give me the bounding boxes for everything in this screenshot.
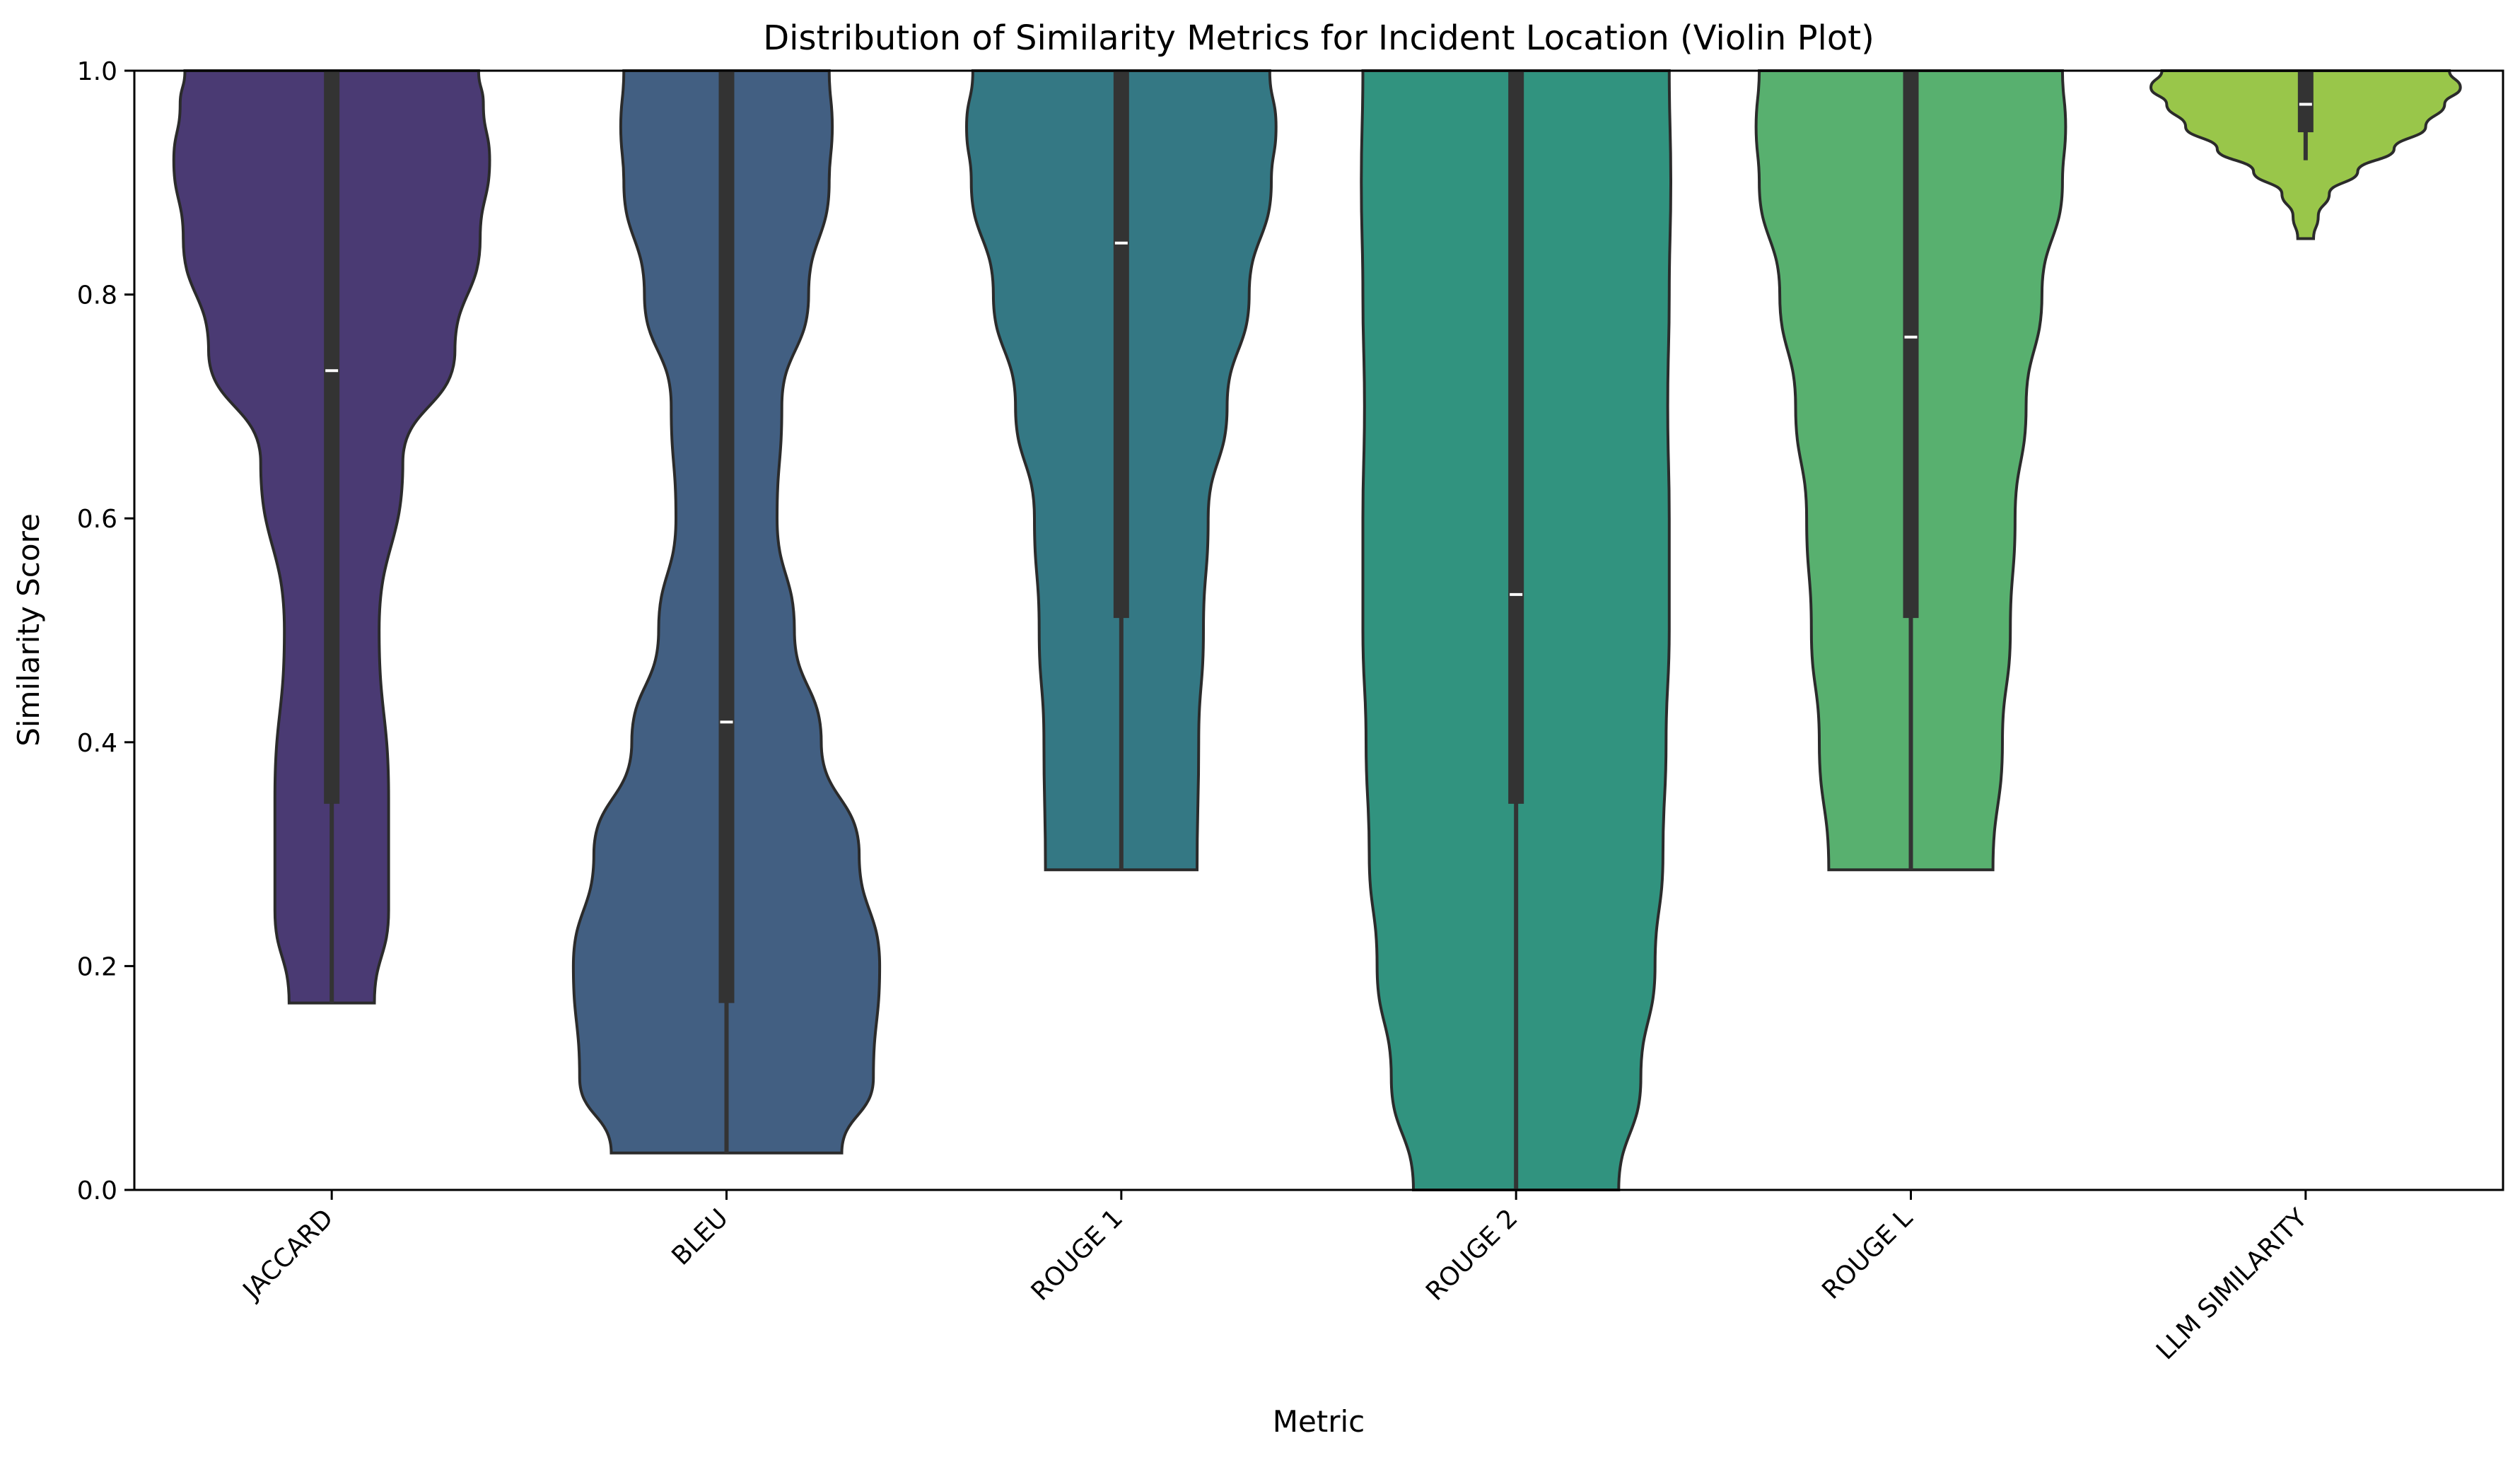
plot-frame	[133, 69, 2504, 1191]
violin-iqr-box	[324, 71, 340, 804]
violin-iqr-box	[1113, 71, 1129, 619]
violin-iqr-box	[2297, 71, 2314, 133]
y-tick-label: 0.4	[77, 729, 117, 758]
box-markers-group	[324, 71, 2314, 1190]
y-axis-label: Similarity Score	[11, 513, 46, 747]
chart-title: Distribution of Similarity Metrics for I…	[763, 18, 1874, 58]
y-tick-label: 1.0	[77, 57, 117, 86]
violin-iqr-box	[1903, 71, 1919, 619]
y-tick-label: 0.0	[77, 1176, 117, 1205]
y-tick-label: 0.8	[77, 281, 117, 310]
violin-iqr-box	[1508, 71, 1524, 804]
y-axis: 0.0 0.2 0.4 0.6 0.8 1.0	[77, 57, 134, 1205]
x-axis-label: Metric	[1273, 1404, 1365, 1439]
y-tick-label: 0.6	[77, 505, 117, 534]
y-tick-label: 0.2	[77, 952, 117, 981]
violin-iqr-box	[718, 71, 735, 1003]
